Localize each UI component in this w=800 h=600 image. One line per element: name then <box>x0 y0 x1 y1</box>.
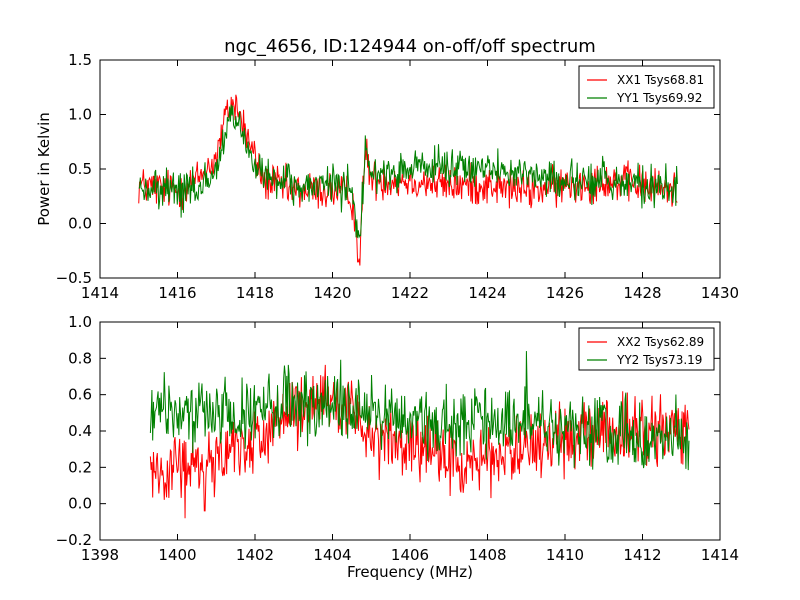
y-tick-label: 0.0 <box>68 215 92 233</box>
x-tick-label: 1410 <box>546 546 584 564</box>
x-tick-label: 1412 <box>623 546 661 564</box>
chart-panel-1: 1414 1416 1418 1420 1422 1424 1426 1428 1430 −0.5… <box>35 36 739 302</box>
x-tick-label: 1428 <box>623 284 661 302</box>
series-line-yy1 <box>138 104 678 239</box>
legend: XX2 Tsys62.89 YY2 Tsys73.19 <box>578 327 715 371</box>
y-tick-label: −0.5 <box>56 269 92 287</box>
y-tick-label: 1.0 <box>68 106 92 124</box>
x-tick-label: 1422 <box>391 284 429 302</box>
legend-box <box>578 327 715 371</box>
x-axis-label: Frequency (MHz) <box>347 563 473 581</box>
y-tick-label: −0.2 <box>56 531 92 549</box>
y-tick-label: 0.6 <box>68 386 92 404</box>
y-tick-label: 0.0 <box>68 495 92 513</box>
x-tick-label: 1414 <box>701 546 739 564</box>
x-tick-label: 1416 <box>158 284 196 302</box>
y-tick-label: 1.0 <box>68 313 92 331</box>
y-tick-label: 1.5 <box>68 51 92 69</box>
legend: XX1 Tsys68.81 YY1 Tsys69.92 <box>578 65 715 109</box>
legend-label: YY2 Tsys73.19 <box>616 353 702 367</box>
x-tick-label: 1398 <box>81 546 119 564</box>
legend-label: XX1 Tsys68.81 <box>617 73 704 87</box>
x-tick-label: 1430 <box>701 284 739 302</box>
y-tick-label: 0.8 <box>68 349 92 367</box>
x-tick-label: 1402 <box>236 546 274 564</box>
y-tick-label: 0.5 <box>68 160 92 178</box>
x-tick-label: 1424 <box>468 284 506 302</box>
x-tick-label: 1414 <box>81 284 119 302</box>
x-tick-label: 1404 <box>313 546 351 564</box>
series-line-yy2 <box>149 351 690 471</box>
x-tick-label: 1400 <box>158 546 196 564</box>
x-tick-label: 1408 <box>468 546 506 564</box>
x-tick-label: 1420 <box>313 284 351 302</box>
y-axis-label: Power in Kelvin <box>35 112 53 226</box>
legend-box <box>578 65 715 109</box>
y-tick-label: 0.2 <box>68 458 92 476</box>
x-tick-label: 1418 <box>236 284 274 302</box>
x-tick-label: 1426 <box>546 284 584 302</box>
x-tick-label: 1406 <box>391 546 429 564</box>
series-line-xx1 <box>138 94 678 266</box>
legend-label: YY1 Tsys69.92 <box>616 91 702 105</box>
chart-title: ngc_4656, ID:124944 on-off/off spectrum <box>224 36 596 57</box>
legend-label: XX2 Tsys62.89 <box>617 335 704 349</box>
y-tick-label: 0.4 <box>68 422 92 440</box>
chart-panel-2: 1398 1400 1402 1404 1406 1408 1410 1412 1414 −0.2… <box>56 313 740 581</box>
